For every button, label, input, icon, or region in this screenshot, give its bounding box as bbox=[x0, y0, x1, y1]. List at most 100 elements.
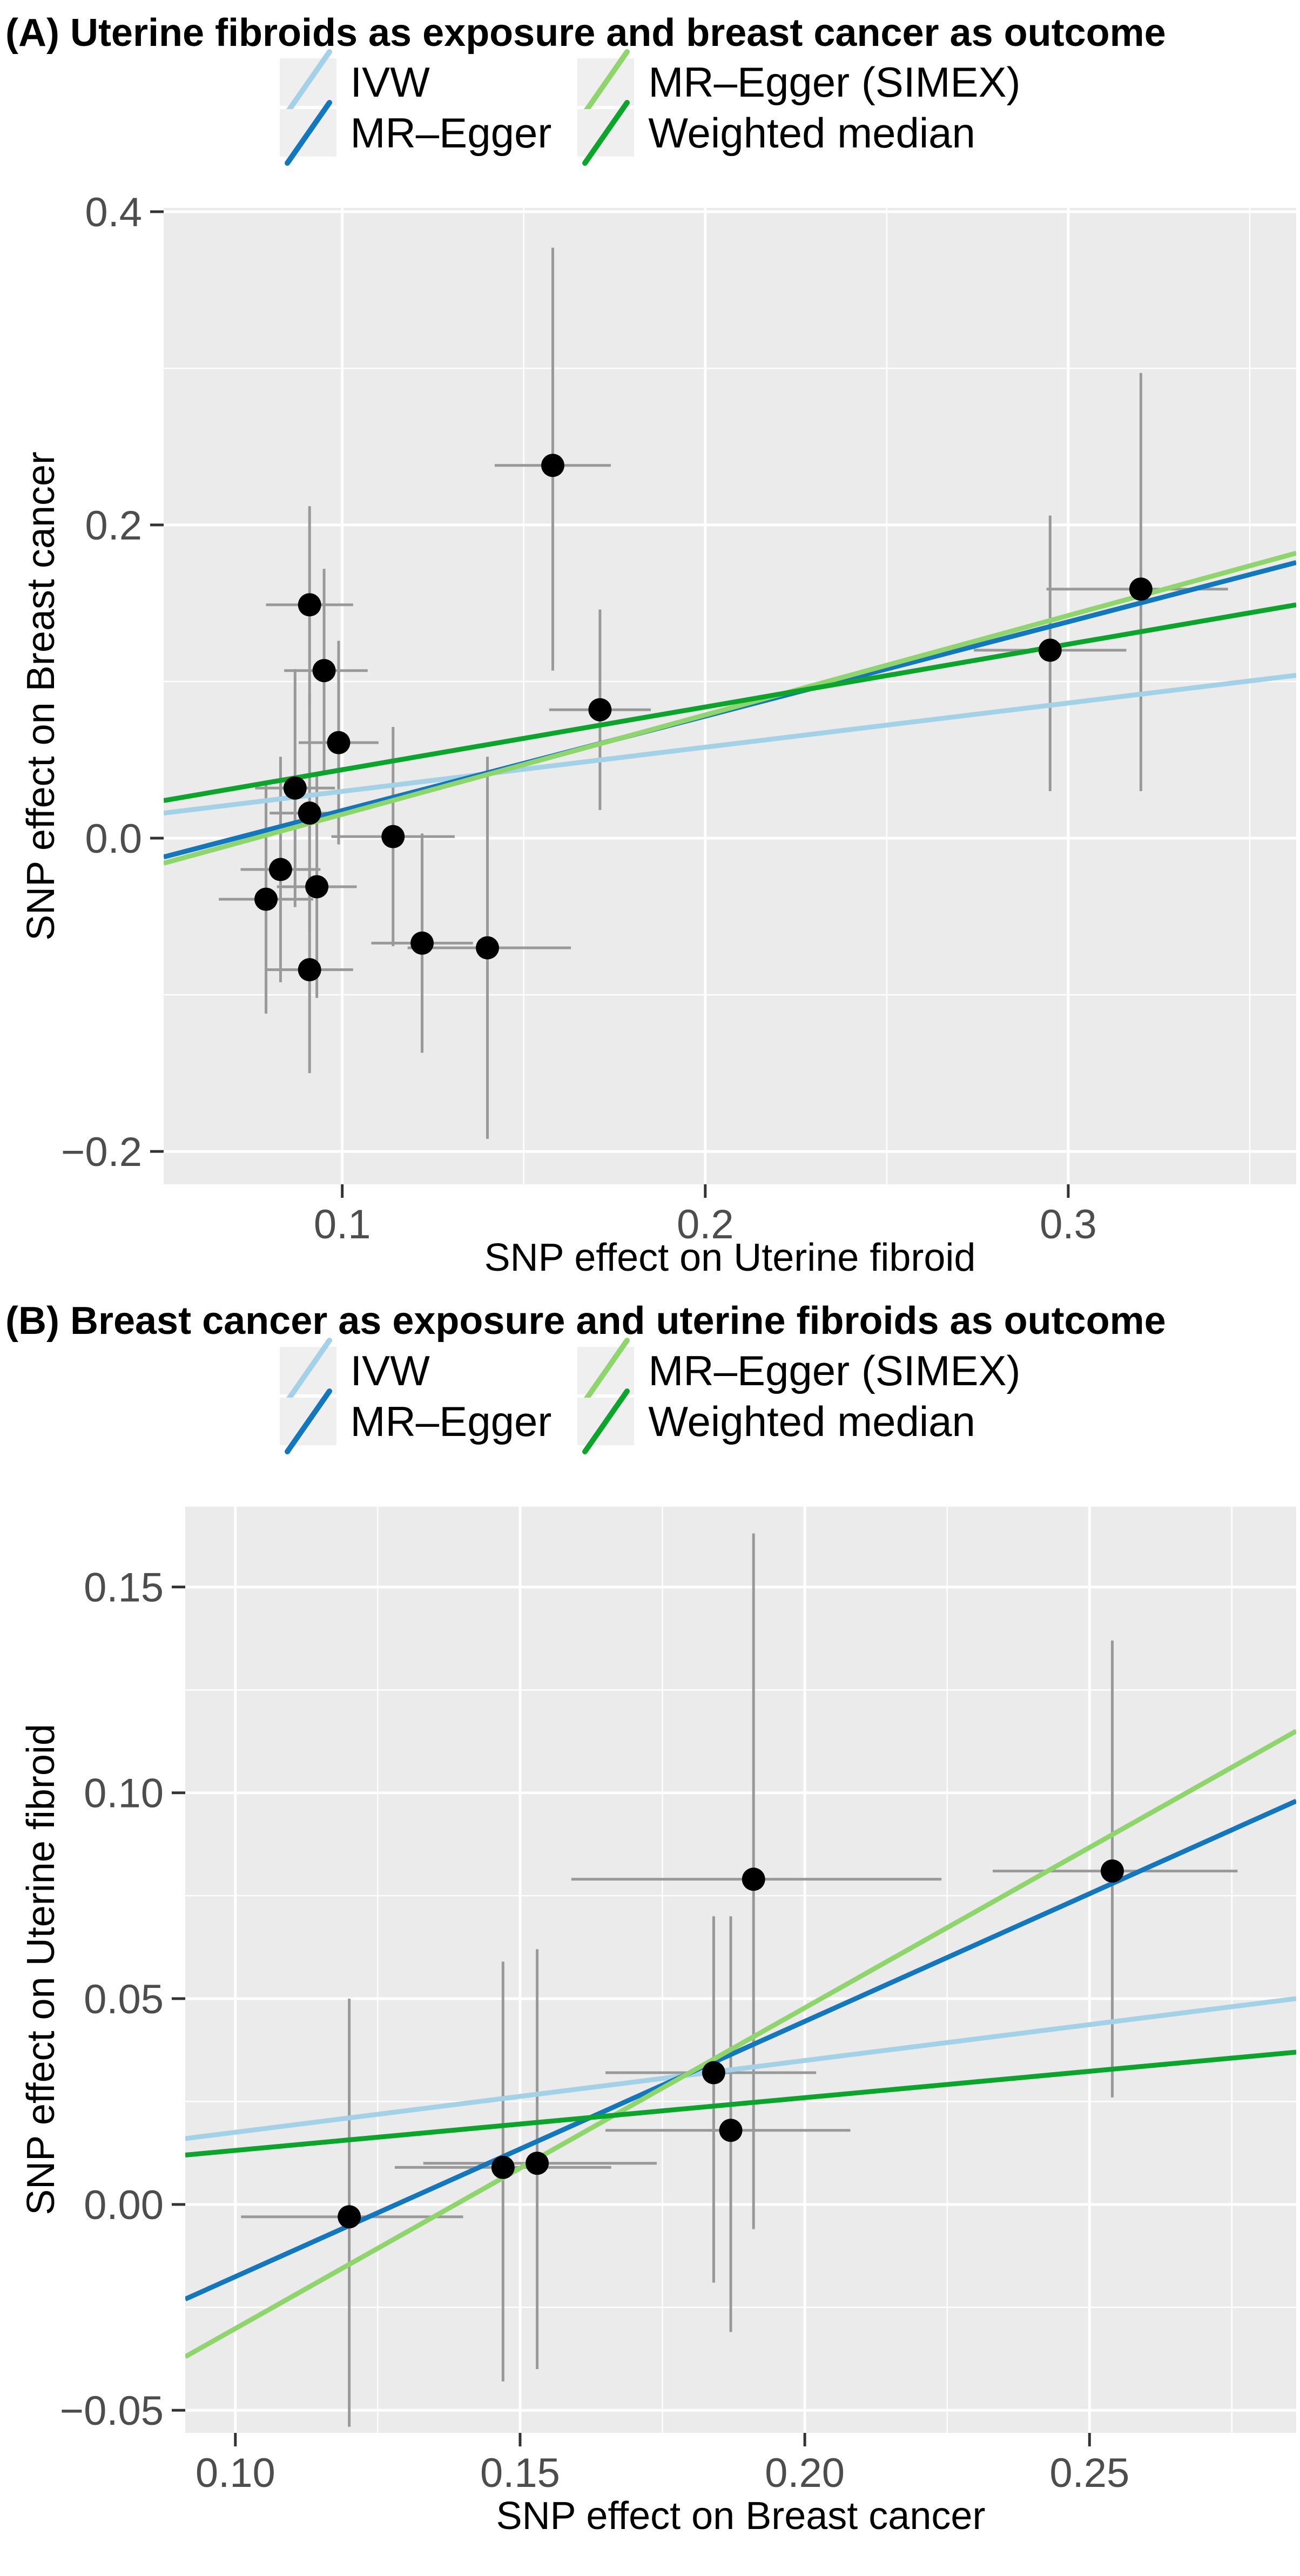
legend-column: MR–Egger (SIMEX) Weighted median bbox=[577, 1338, 1021, 1454]
panel-b-x-axis-title: SNP effect on Breast cancer bbox=[496, 2494, 986, 2538]
y-tick-label: 0.05 bbox=[84, 1977, 164, 2022]
data-point bbox=[526, 2152, 549, 2175]
panel-b-chart: 0.10 0.15 0.20 0.25 0.15 0.10 0.05 0.00 −0.05 bbox=[60, 1507, 1296, 2496]
fit-line bbox=[185, 2049, 1296, 2157]
legend-item-mr-egger: MR–Egger bbox=[279, 100, 551, 166]
data-point bbox=[588, 698, 612, 721]
legend-key-line bbox=[284, 1338, 332, 1404]
fit-lines bbox=[185, 1729, 1296, 2359]
panel-a-x-axis-title: SNP effect on Uterine fibroid bbox=[484, 1236, 976, 1279]
data-point bbox=[298, 801, 321, 825]
legend-item-mr-egger-simex: MR–Egger (SIMEX) bbox=[577, 1338, 1021, 1404]
data-point bbox=[702, 2061, 725, 2085]
x-tick-label: 0.10 bbox=[196, 2450, 275, 2496]
legend-label: MR–Egger bbox=[350, 1397, 552, 1445]
data-points bbox=[338, 1859, 1124, 2229]
panel-a-y-axis-title: SNP effect on Breast cancer bbox=[19, 451, 63, 941]
y-tick-label: 0.0 bbox=[85, 816, 142, 862]
y-tick-label: −0.05 bbox=[60, 2388, 164, 2434]
legend-column: IVW MR–Egger bbox=[279, 1338, 552, 1454]
data-point bbox=[327, 731, 351, 754]
axis-ticks bbox=[172, 1586, 1091, 2446]
data-points bbox=[254, 454, 1153, 982]
fit-lines bbox=[164, 550, 1296, 866]
legend-line-swatch-weighted-median bbox=[577, 1388, 635, 1454]
legend-line-swatch-mr-egger-simex bbox=[577, 1338, 635, 1404]
x-tick-label: 0.25 bbox=[1049, 2450, 1129, 2496]
legend-line-swatch-weighted-median bbox=[577, 100, 635, 166]
legend-label: IVW bbox=[350, 58, 430, 106]
legend-label: IVW bbox=[350, 1346, 430, 1394]
y-tick-label: 0.2 bbox=[85, 503, 142, 549]
y-tick-label: 0.10 bbox=[84, 1771, 164, 1817]
legend-key-line bbox=[582, 1388, 630, 1454]
x-tick-label: 0.3 bbox=[1040, 1202, 1097, 1247]
panel-b-legend: IVW MR–Egger MR–Egger (SIMEX) Weighted m… bbox=[0, 1338, 1300, 1454]
x-tick-label: 0.15 bbox=[480, 2450, 560, 2496]
legend-key-line bbox=[582, 1338, 630, 1404]
panel-b-title: (B) Breast cancer as exposure and uterin… bbox=[5, 1299, 1166, 1343]
panel-a-legend: IVW MR–Egger MR–Egger (SIMEX) Weighted m… bbox=[0, 49, 1300, 166]
legend-key-line bbox=[284, 1388, 332, 1454]
panel-b-y-axis-title: SNP effect on Uterine fibroid bbox=[19, 1724, 63, 2215]
data-point bbox=[254, 887, 278, 911]
legend-label: MR–Egger (SIMEX) bbox=[648, 58, 1021, 106]
legend-column: IVW MR–Egger bbox=[279, 49, 552, 166]
fit-line bbox=[164, 550, 1296, 866]
legend-item-ivw: IVW bbox=[279, 1338, 552, 1404]
legend-column: MR–Egger (SIMEX) Weighted median bbox=[577, 49, 1021, 166]
data-point bbox=[305, 875, 329, 899]
minor-gridlines bbox=[164, 208, 1296, 1184]
major-gridlines bbox=[185, 1507, 1296, 2433]
fit-line bbox=[164, 672, 1296, 816]
legend-key-line bbox=[582, 49, 630, 115]
legend-key-line bbox=[582, 100, 630, 166]
legend-line-swatch-ivw bbox=[279, 1338, 336, 1404]
plot-panel bbox=[185, 1507, 1296, 2433]
data-point bbox=[283, 776, 307, 800]
data-point bbox=[1038, 638, 1062, 662]
x-tick-label: 0.1 bbox=[314, 1202, 371, 1247]
data-point bbox=[719, 2119, 743, 2142]
legend-line-swatch-ivw bbox=[279, 49, 336, 115]
data-point bbox=[476, 936, 500, 960]
data-point bbox=[1129, 577, 1153, 601]
y-tick-label: −0.2 bbox=[61, 1129, 142, 1175]
axis-ticks bbox=[150, 210, 1070, 1198]
x-tick-label: 0.2 bbox=[677, 1202, 734, 1247]
panel-a-title: (A) Uterine fibroids as exposure and bre… bbox=[5, 11, 1166, 55]
legend-item-mr-egger-simex: MR–Egger (SIMEX) bbox=[577, 49, 1021, 115]
legend-item-weighted-median: Weighted median bbox=[577, 100, 1020, 166]
legend-line-swatch-mr-egger bbox=[279, 1388, 336, 1454]
data-point bbox=[298, 958, 321, 982]
axis-tick-labels: 0.1 0.2 0.3 0.4 0.2 0.0 −0.2 bbox=[61, 190, 1097, 1247]
data-point bbox=[381, 825, 405, 848]
legend-key-line bbox=[284, 49, 332, 115]
major-gridlines bbox=[164, 208, 1296, 1184]
axis-tick-labels: 0.10 0.15 0.20 0.25 0.15 0.10 0.05 0.00 −0.05 bbox=[60, 1565, 1130, 2496]
legend-line-swatch-mr-egger bbox=[279, 100, 336, 166]
data-point bbox=[491, 2155, 515, 2179]
y-tick-label: 0.15 bbox=[84, 1565, 164, 1611]
legend-item-weighted-median: Weighted median bbox=[577, 1388, 1020, 1454]
legend-line-swatch-mr-egger-simex bbox=[577, 49, 635, 115]
legend-label: MR–Egger (SIMEX) bbox=[648, 1346, 1021, 1394]
y-tick-label: 0.4 bbox=[85, 190, 142, 235]
data-point bbox=[298, 593, 321, 617]
legend-label: Weighted median bbox=[648, 109, 975, 157]
data-point bbox=[410, 931, 434, 955]
data-point bbox=[338, 2205, 361, 2229]
fit-line bbox=[185, 1996, 1296, 2141]
data-point bbox=[268, 858, 292, 881]
data-point bbox=[742, 1867, 765, 1891]
legend-item-mr-egger: MR–Egger bbox=[279, 1388, 552, 1454]
data-point bbox=[312, 659, 336, 683]
y-tick-label: 0.00 bbox=[84, 2182, 164, 2228]
fit-line bbox=[185, 1729, 1296, 2359]
x-tick-label: 0.20 bbox=[765, 2450, 845, 2496]
panel-a-chart: 0.1 0.2 0.3 0.4 0.2 0.0 −0.2 bbox=[61, 190, 1296, 1247]
legend-key-line bbox=[284, 100, 332, 166]
data-point bbox=[1100, 1859, 1124, 1883]
legend-item-ivw: IVW bbox=[279, 49, 552, 115]
